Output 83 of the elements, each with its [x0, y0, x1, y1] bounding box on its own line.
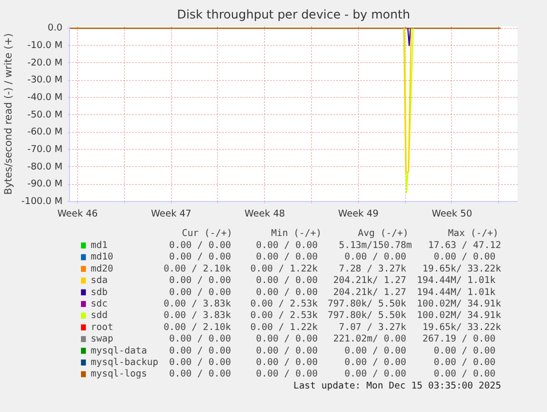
text: 0.00 / 0.00	[256, 252, 318, 263]
text: 0.00 / 3.83k	[164, 310, 232, 322]
text: 0.00 / 0.00	[344, 357, 407, 368]
y-tick-label: -100.0 M	[21, 196, 63, 207]
text: 0.00 / 0.00	[256, 240, 318, 251]
text: 5.13m/150.78m	[338, 240, 412, 251]
text: 0.00 / 1.22k	[250, 263, 318, 274]
text: 0.00 / 0.00	[434, 368, 496, 380]
text: 204.21k/ 1.27	[333, 286, 406, 298]
text: 797.80k/ 5.50k	[328, 310, 407, 322]
y-tick-label: -80.0 M	[27, 161, 63, 172]
text: Max (-/+)	[448, 228, 499, 239]
x-tick-label: Week 50	[432, 208, 472, 220]
legend-label: mysql-logs	[90, 368, 147, 380]
legend-label: sdc	[90, 298, 108, 310]
y-axis-title: Bytes/second read (-) / write (+)	[3, 33, 14, 195]
text: 204.21k/ 1.27	[333, 275, 406, 286]
text: 0.00 / 2.53k	[250, 310, 318, 322]
y-tick-label: -50.0 M	[27, 109, 63, 120]
y-tick-label: -10.0 M	[27, 40, 63, 52]
y-tick-label: -60.0 M	[27, 126, 63, 138]
text: 19.65k/ 33.22k	[422, 322, 502, 333]
text: 267.19 / 0.00	[422, 334, 496, 345]
text: 0.00 / 2.10k	[164, 263, 232, 274]
legend-label: md10	[90, 252, 114, 263]
text: 0.00 / 0.00	[256, 286, 318, 298]
text: 194.44M/ 1.01k	[416, 286, 496, 298]
text: 0.00 / 0.00	[169, 345, 232, 356]
chart-title: Disk throughput per device - by month	[176, 8, 410, 22]
legend-label: md1	[90, 240, 108, 251]
legend-label: sdd	[90, 310, 108, 322]
text: 7.07 / 3.27k	[338, 322, 407, 333]
text: 0.00 / 0.00	[169, 240, 232, 251]
x-tick-label: Week 49	[338, 208, 379, 220]
text: 797.80k/ 5.50k	[328, 298, 407, 310]
text: 194.44M/ 1.01k	[416, 275, 496, 286]
text: 0.00 / 0.00	[169, 252, 232, 263]
text: 0.00 / 0.00	[169, 286, 232, 298]
text: 0.00 / 0.00	[169, 368, 232, 380]
text: 0.00 / 0.00	[344, 252, 407, 263]
text: 0.00 / 0.00	[169, 334, 232, 345]
legend-label: swap	[90, 334, 114, 345]
text: 17.63 / 47.12	[428, 240, 502, 251]
legend-label: mysql-data	[90, 345, 147, 356]
text: 0.00 / 0.00	[434, 357, 496, 368]
y-tick-label: 0.0	[48, 22, 63, 34]
text: Last update: Mon Dec 15 03:35:00 2025	[293, 380, 502, 392]
text: 0.00 / 0.00	[256, 368, 318, 380]
text: 0.00 / 0.00	[434, 252, 496, 263]
text: 0.00 / 0.00	[344, 368, 407, 380]
x-tick-label: Week 46	[57, 208, 98, 220]
text: 0.00 / 0.00	[256, 275, 318, 286]
y-tick-label: -30.0 M	[27, 74, 63, 86]
y-tick-label: -70.0 M	[27, 144, 63, 156]
text: 0.00 / 1.22k	[250, 322, 318, 333]
text: 0.00 / 0.00	[169, 275, 232, 286]
text: 0.00 / 0.00	[434, 345, 496, 356]
legend-label: sda	[90, 275, 108, 286]
x-tick-label: Week 48	[244, 208, 286, 220]
x-tick-label: Week 47	[150, 208, 192, 220]
text: 7.28 / 3.27k	[338, 263, 407, 274]
text: 0.00 / 2.53k	[250, 298, 318, 310]
text: 221.02m/ 0.00	[333, 334, 407, 345]
y-tick-label: -40.0 M	[27, 92, 63, 104]
legend-label: root	[90, 322, 114, 333]
text: 0.00 / 2.10k	[164, 322, 232, 333]
text: 100.02M/ 34.91k	[416, 298, 502, 310]
text: 0.00 / 0.00	[256, 345, 318, 356]
y-tick-label: -20.0 M	[27, 57, 63, 68]
text: Avg (-/+)	[358, 228, 408, 239]
text: 0.00 / 0.00	[256, 334, 318, 345]
legend-label: md20	[90, 263, 114, 274]
text: Cur (-/+)	[182, 228, 232, 239]
text: 100.02M/ 34.91k	[416, 310, 502, 322]
text: 0.00 / 0.00	[169, 357, 232, 368]
legend-label: sdb	[90, 286, 108, 298]
text: 0.00 / 0.00	[344, 345, 407, 356]
text: 0.00 / 3.83k	[164, 298, 232, 310]
text: 0.00 / 0.00	[256, 357, 318, 368]
text: 19.65k/ 33.22k	[422, 263, 502, 274]
legend-label: mysql-backup	[90, 357, 159, 368]
text: Min (-/+)	[271, 228, 322, 239]
y-tick-label: -90.0 M	[27, 178, 63, 190]
